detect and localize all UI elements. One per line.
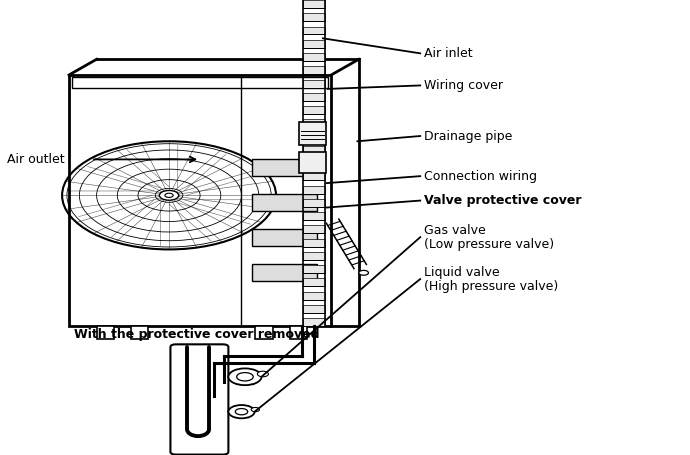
Bar <box>303 53 325 61</box>
Bar <box>303 132 325 141</box>
Bar <box>303 0 325 8</box>
Bar <box>299 152 326 172</box>
Bar <box>303 172 325 180</box>
Circle shape <box>237 373 253 381</box>
Bar <box>252 264 317 281</box>
Bar <box>303 26 325 35</box>
Text: Air inlet: Air inlet <box>424 47 472 60</box>
FancyBboxPatch shape <box>170 344 228 455</box>
Bar <box>303 80 325 87</box>
Bar <box>303 305 325 313</box>
Text: Liquid valve: Liquid valve <box>424 266 500 278</box>
Bar <box>303 186 325 193</box>
Bar <box>303 93 325 101</box>
Bar <box>303 318 325 326</box>
Bar <box>97 326 114 339</box>
Circle shape <box>165 193 173 197</box>
Bar <box>303 292 325 300</box>
Bar <box>303 146 325 154</box>
Bar <box>303 106 325 114</box>
Text: (Low pressure valve): (Low pressure valve) <box>424 238 554 251</box>
Bar <box>303 278 325 286</box>
Circle shape <box>228 405 255 418</box>
Text: (High pressure valve): (High pressure valve) <box>424 279 558 293</box>
Bar <box>303 66 325 74</box>
Bar <box>290 326 307 339</box>
Circle shape <box>359 270 368 275</box>
Bar <box>303 239 325 247</box>
Bar <box>303 212 325 220</box>
Text: With the protective cover removed: With the protective cover removed <box>74 329 319 341</box>
Bar <box>303 252 325 260</box>
Bar <box>303 40 325 48</box>
Text: Drainage pipe: Drainage pipe <box>424 130 512 142</box>
Bar <box>303 265 325 273</box>
Bar <box>303 13 325 21</box>
Text: Wiring cover: Wiring cover <box>424 79 502 92</box>
Bar <box>299 122 326 145</box>
Bar <box>69 75 331 326</box>
Bar <box>72 77 328 88</box>
Bar <box>303 199 325 207</box>
Bar <box>255 326 273 339</box>
Bar <box>131 326 148 339</box>
Circle shape <box>159 191 179 200</box>
Bar <box>252 229 317 246</box>
Text: Air outlet: Air outlet <box>7 153 65 166</box>
Text: Valve protective cover: Valve protective cover <box>424 194 581 207</box>
Bar <box>252 194 317 211</box>
Circle shape <box>251 408 259 412</box>
Bar <box>303 225 325 233</box>
Bar <box>303 119 325 127</box>
Text: Connection wiring: Connection wiring <box>424 170 537 182</box>
Bar <box>303 159 325 167</box>
Bar <box>252 159 317 176</box>
Circle shape <box>228 369 262 385</box>
Text: Gas valve: Gas valve <box>424 224 485 237</box>
Circle shape <box>235 409 248 415</box>
Circle shape <box>257 371 268 377</box>
